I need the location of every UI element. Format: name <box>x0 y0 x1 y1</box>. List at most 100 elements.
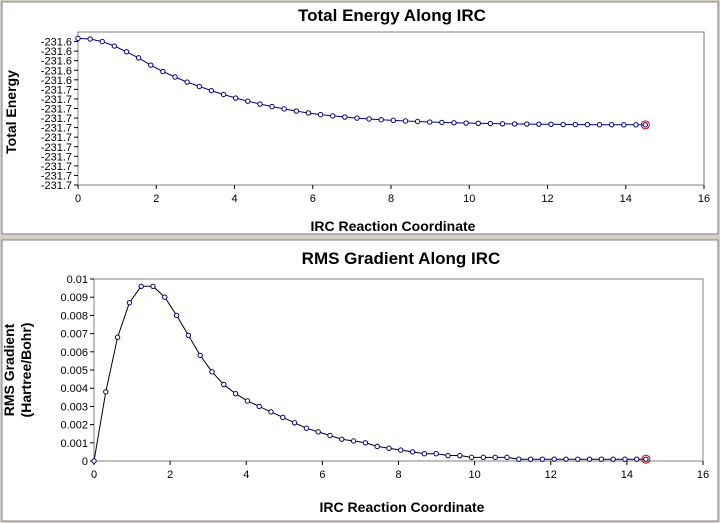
gradient-y-axis-label-line2: (Hartree/Bohr) <box>18 323 34 418</box>
data-point <box>374 443 380 450</box>
gradient-points <box>91 283 651 464</box>
data-point <box>114 334 121 340</box>
data-point <box>539 456 546 462</box>
y-tick-label: -231.7 <box>41 151 72 163</box>
x-tick-label: 16 <box>697 469 709 481</box>
data-point <box>315 429 321 435</box>
data-point <box>185 332 192 339</box>
data-point <box>269 103 275 110</box>
data-point <box>643 456 649 462</box>
x-tick-label: 8 <box>395 469 401 481</box>
y-tick-label: -231.7 <box>41 123 72 135</box>
data-point <box>421 451 428 457</box>
data-point <box>402 118 409 124</box>
y-tick-label: -231.7 <box>41 161 72 173</box>
data-point <box>196 83 202 90</box>
y-tick-label: 0.007 <box>60 329 88 341</box>
data-point <box>622 456 628 462</box>
y-tick-label: -231.6 <box>41 75 72 87</box>
data-point <box>172 74 178 80</box>
energy-y-ticks: -231.6-231.6-231.6-231.6-231.6-231.7-231… <box>41 37 78 192</box>
y-tick-label: 0.009 <box>60 292 88 304</box>
y-tick-label: 0.01 <box>67 274 88 286</box>
data-point <box>99 38 105 45</box>
x-tick-label: 6 <box>310 193 316 205</box>
data-point <box>245 98 251 104</box>
data-point <box>280 414 286 421</box>
data-point <box>634 456 640 462</box>
gradient-y-axis-label-line1: RMS Gradient <box>1 323 17 416</box>
data-point <box>642 122 649 128</box>
data-point <box>439 119 445 126</box>
data-point <box>221 381 227 388</box>
data-point <box>548 121 554 128</box>
data-point <box>504 454 510 461</box>
data-point <box>173 312 180 319</box>
data-point <box>293 108 300 114</box>
data-point <box>339 436 345 442</box>
y-tick-label: 0.003 <box>60 401 88 413</box>
y-tick-label: -231.6 <box>41 37 72 49</box>
data-point <box>409 449 416 455</box>
data-point <box>268 409 274 415</box>
x-tick-label: 14 <box>620 193 632 205</box>
data-point <box>468 454 475 461</box>
data-point <box>257 101 263 107</box>
data-point <box>208 87 215 94</box>
data-point <box>480 454 487 461</box>
data-point <box>305 110 312 116</box>
y-tick-label: -231.6 <box>41 46 72 58</box>
y-tick-label: 0.001 <box>60 438 88 450</box>
data-point <box>608 121 615 128</box>
data-point <box>445 452 451 459</box>
x-tick-label: 4 <box>243 469 249 481</box>
data-point <box>103 389 109 395</box>
data-point <box>160 68 166 75</box>
data-point <box>586 456 593 462</box>
y-tick-label: 0.006 <box>60 347 88 359</box>
x-tick-label: 2 <box>167 469 173 481</box>
data-point <box>197 352 203 359</box>
data-point <box>584 121 591 128</box>
data-point <box>398 447 404 453</box>
gradient-x-ticks: 0 2 4 6 8 10 12 14 16 <box>91 461 709 481</box>
y-tick-label: 0 <box>82 456 88 468</box>
data-point <box>572 121 578 128</box>
data-point <box>184 79 190 85</box>
data-point <box>232 95 239 101</box>
data-point <box>427 119 433 125</box>
data-point <box>75 35 81 42</box>
data-point <box>162 294 168 300</box>
x-tick-label: 12 <box>545 469 557 481</box>
y-tick-label: -231.6 <box>41 65 72 77</box>
data-point <box>209 369 215 375</box>
x-tick-label: 0 <box>75 193 81 205</box>
data-point <box>135 55 142 61</box>
y-tick-label: -231.7 <box>41 94 72 106</box>
data-point <box>126 299 133 306</box>
data-point <box>281 106 287 112</box>
energy-x-ticks: 0 2 4 6 8 10 12 14 16 <box>75 185 710 205</box>
y-tick-label: 0.005 <box>60 365 88 377</box>
data-point <box>386 445 392 451</box>
gradient-chart-title: RMS Gradient Along IRC <box>302 249 501 268</box>
data-point <box>551 456 557 462</box>
data-point <box>378 117 384 123</box>
data-point <box>536 121 542 127</box>
data-point <box>87 36 93 42</box>
x-tick-label: 6 <box>319 469 325 481</box>
y-tick-label: 0.008 <box>60 310 88 322</box>
data-point <box>291 420 298 426</box>
current-point-marker <box>640 120 650 130</box>
data-point <box>575 456 581 462</box>
data-point <box>303 425 310 431</box>
energy-chart-title: Total Energy Along IRC <box>298 6 486 25</box>
data-point <box>390 117 397 124</box>
y-tick-label: -231.7 <box>41 84 72 96</box>
data-point <box>330 113 336 119</box>
data-point <box>433 451 439 457</box>
data-point <box>563 456 569 462</box>
data-point <box>91 458 97 464</box>
